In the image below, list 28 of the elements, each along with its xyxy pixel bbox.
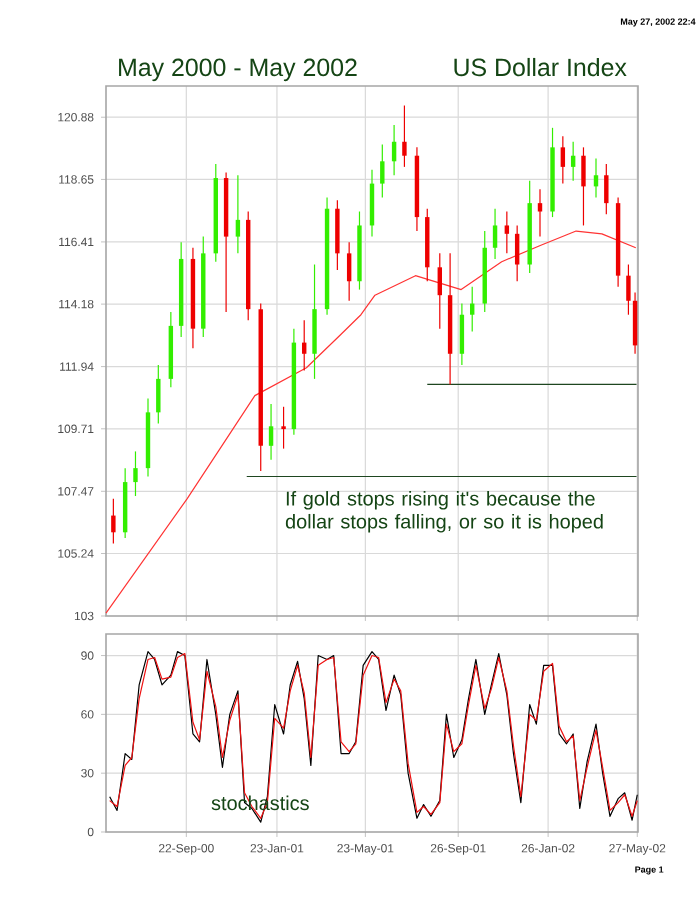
- candlestick: [268, 403, 274, 461]
- candlestick: [437, 252, 442, 330]
- candlestick: [156, 364, 161, 425]
- candlestick: [492, 208, 498, 260]
- annotation: If gold stops rising it's because the dollar stops falling, or so it is hoped: [285, 491, 603, 533]
- candlestick: [593, 157, 599, 199]
- candlestick: [537, 188, 543, 238]
- chart-subtitle: US Dollar Index: [454, 57, 627, 77]
- candlestick: [504, 210, 510, 254]
- candlestick: [570, 141, 576, 182]
- candlestick: [380, 143, 385, 199]
- candlestick: [470, 286, 475, 333]
- candlestick: [335, 199, 340, 271]
- candlestick: [581, 146, 586, 227]
- candlestick: [133, 450, 138, 497]
- line-series: [105, 230, 637, 614]
- candlestick: [459, 302, 465, 366]
- candlestick: [312, 263, 317, 380]
- candlestick: [235, 174, 241, 254]
- chart-title: May 2000 - May 2002: [119, 58, 357, 82]
- candlestick: [111, 498, 116, 545]
- candlestick: [302, 319, 307, 372]
- candlestick: [402, 104, 407, 168]
- candlestick: [346, 241, 352, 302]
- candlestick: [514, 224, 520, 282]
- candlestick: [560, 135, 566, 185]
- candlestick: [281, 406, 286, 450]
- candlestick: [604, 163, 609, 215]
